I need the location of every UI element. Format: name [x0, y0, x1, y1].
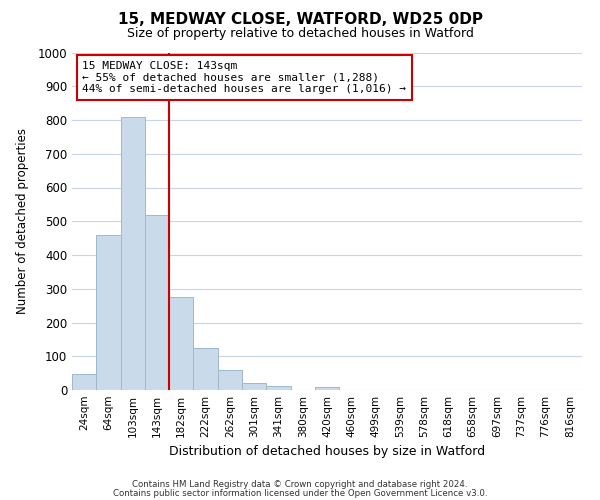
Text: 15, MEDWAY CLOSE, WATFORD, WD25 0DP: 15, MEDWAY CLOSE, WATFORD, WD25 0DP — [118, 12, 482, 28]
Bar — [72, 374, 96, 390]
Bar — [169, 297, 193, 390]
Bar — [145, 214, 169, 390]
Bar — [193, 348, 218, 390]
Bar — [242, 382, 266, 390]
Text: Contains HM Land Registry data © Crown copyright and database right 2024.: Contains HM Land Registry data © Crown c… — [132, 480, 468, 489]
Text: Size of property relative to detached houses in Watford: Size of property relative to detached ho… — [127, 28, 473, 40]
Bar — [121, 116, 145, 390]
Bar — [218, 370, 242, 390]
Bar — [315, 388, 339, 390]
Y-axis label: Number of detached properties: Number of detached properties — [16, 128, 29, 314]
Text: Contains public sector information licensed under the Open Government Licence v3: Contains public sector information licen… — [113, 488, 487, 498]
Bar — [266, 386, 290, 390]
Text: 15 MEDWAY CLOSE: 143sqm
← 55% of detached houses are smaller (1,288)
44% of semi: 15 MEDWAY CLOSE: 143sqm ← 55% of detache… — [82, 61, 406, 94]
X-axis label: Distribution of detached houses by size in Watford: Distribution of detached houses by size … — [169, 446, 485, 458]
Bar — [96, 235, 121, 390]
